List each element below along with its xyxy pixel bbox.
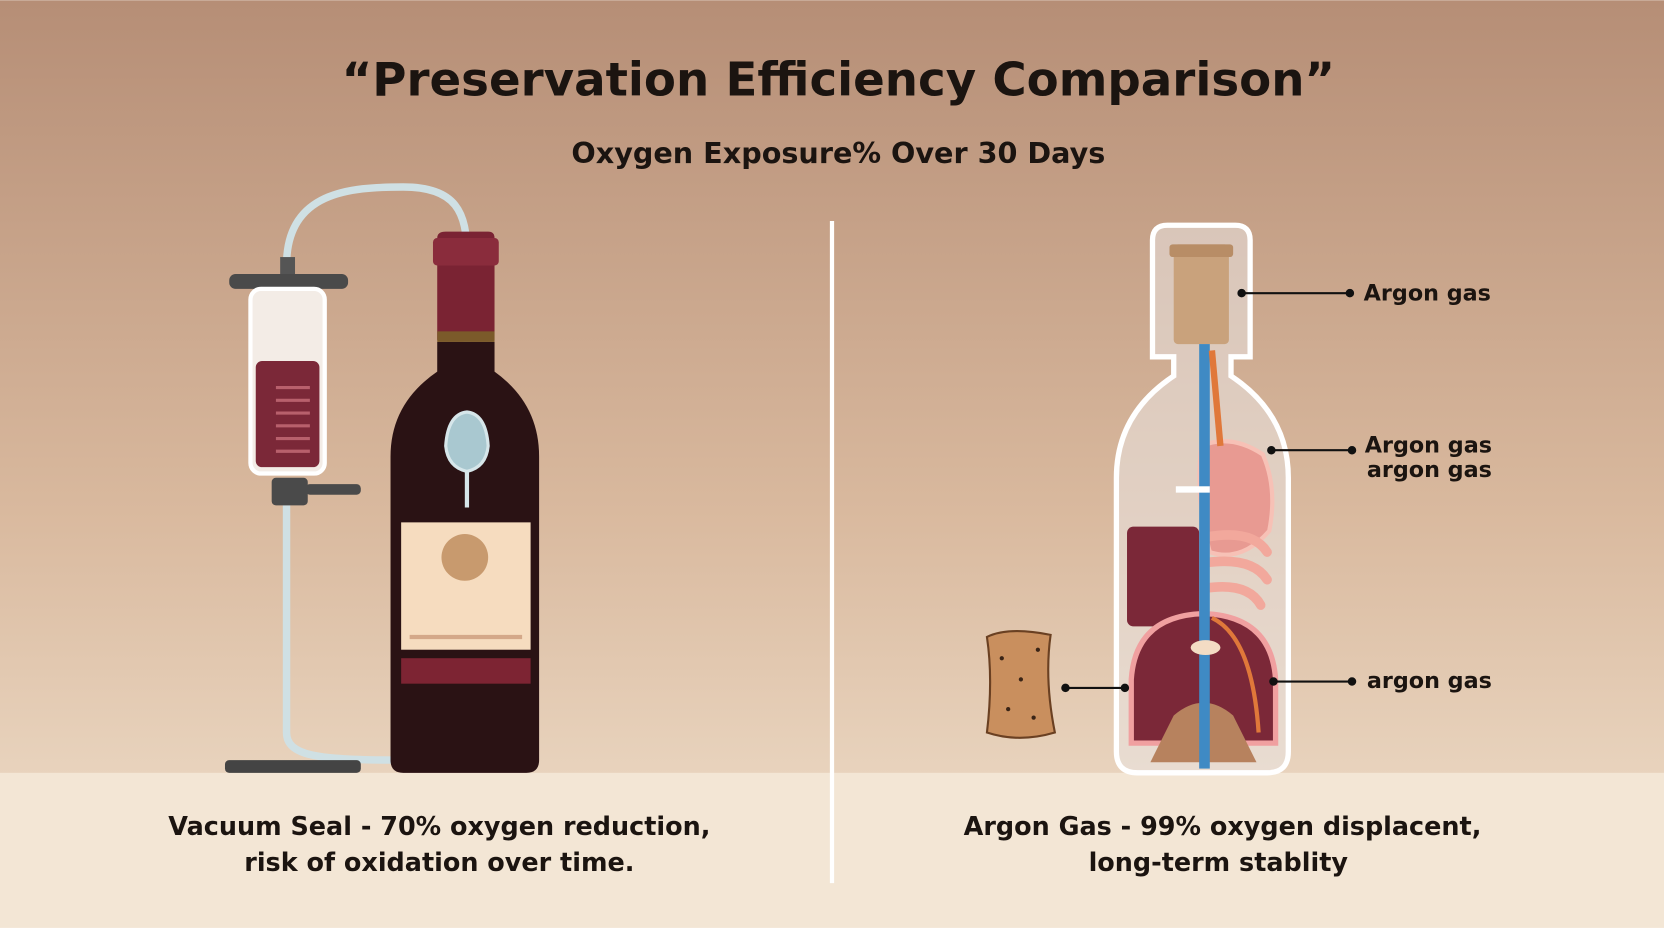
illustration-shape: [282, 183, 471, 446]
illustration-shape: [1120, 683, 1130, 693]
illustration-shape: [1200, 556, 1272, 585]
illustration-shape: [1031, 715, 1036, 720]
subtitle: Oxygen Exposure% Over 30 Days: [571, 136, 1105, 170]
illustration-shape: [1175, 486, 1210, 493]
illustration-shape: [1347, 445, 1357, 455]
title: “Preservation Efficiency Comparison”: [342, 54, 1336, 108]
illustration-shape: [1237, 288, 1246, 298]
illustration-shape: [1200, 582, 1266, 610]
illustration-shape: [1347, 677, 1357, 686]
illustration-shape: [280, 257, 296, 277]
illustration-shape: [1200, 530, 1272, 610]
illustration-shape: [1006, 707, 1011, 712]
vacuum-illustration: [224, 183, 540, 773]
illustration-shape: [271, 477, 308, 506]
illustration-shape: [1035, 647, 1040, 652]
illustration-shape: [437, 331, 495, 342]
illustration-shape: [432, 237, 499, 266]
illustration-shape: [999, 656, 1004, 661]
illustration-shape: [1018, 677, 1024, 682]
illustration-shape: [1345, 288, 1355, 298]
illustration-shape: [1208, 350, 1224, 447]
callout-label: argon gas: [1367, 457, 1492, 483]
caption: Vacuum Seal - 70% oxygen reduction,: [168, 812, 710, 842]
illustration-shape: [1173, 244, 1229, 345]
illustration-shape: [1267, 445, 1276, 455]
illustration-shape: [1210, 615, 1261, 733]
illustration-shape: [1127, 526, 1200, 627]
caption: Argon Gas - 99% oxygen displacent,: [964, 812, 1482, 842]
illustration-shape: [444, 410, 490, 474]
illustration-shape: [305, 484, 361, 495]
illustration-shape: [282, 505, 395, 764]
callout-label: Argon gas: [1365, 432, 1492, 458]
illustration-shape: [401, 658, 531, 684]
illustration-shape: [275, 386, 310, 453]
callout-label: Argon gas: [1364, 281, 1491, 307]
illustration-shape: [441, 534, 489, 581]
illustration-shape: [224, 760, 361, 773]
illustration-shape: [1199, 344, 1210, 769]
illustration-shape: [1269, 677, 1278, 686]
illustration-shape: [999, 647, 1040, 720]
callouts: [1061, 288, 1357, 693]
illustration-shape: [1169, 244, 1234, 258]
illustration-shape: [1190, 640, 1221, 656]
illustration-shape: [985, 630, 1057, 739]
caption: risk of oxidation over time.: [244, 848, 634, 878]
argon-illustration: [985, 222, 1291, 776]
caption: long-term stablity: [1089, 848, 1349, 878]
illustration-shape: [229, 274, 349, 289]
callout-label: argon gas: [1367, 668, 1492, 694]
illustration-shape: [1200, 530, 1272, 557]
illustration-shape: [1061, 683, 1070, 693]
